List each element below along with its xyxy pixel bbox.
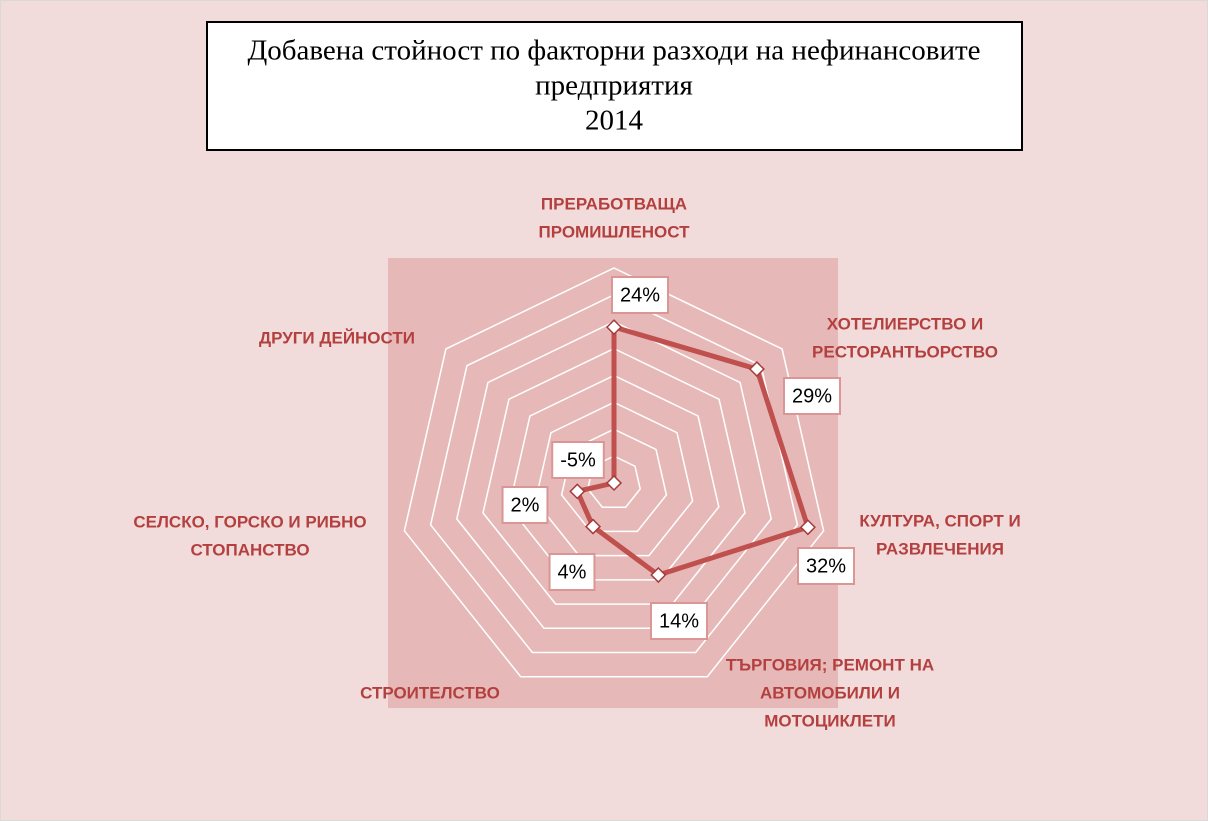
grid-ring <box>455 320 773 630</box>
data-marker <box>569 483 586 500</box>
category-label: МОТОЦИКЛЕТИ <box>764 711 895 730</box>
chart-subtitle: 2014 <box>585 105 644 137</box>
grid-ring <box>429 294 799 654</box>
grid-ring <box>508 374 720 581</box>
category-label: СТОПАНСТВО <box>190 540 309 559</box>
data-label-box <box>649 602 709 640</box>
data-label-box <box>796 547 856 585</box>
category-label: СТРОИТЕЛСТВО <box>360 683 500 702</box>
category-label: АВТОМОБИЛИ И <box>760 683 900 702</box>
grid-ring <box>534 401 694 557</box>
data-marker <box>748 360 765 378</box>
data-label: -5% <box>560 449 596 471</box>
category-label: ПРОМИШЛЕНОСТ <box>538 222 690 241</box>
data-label-box <box>551 441 605 479</box>
category-label: СЕЛСКО, ГОРСКО И РИБНО <box>133 512 366 531</box>
data-label: 24% <box>620 284 660 306</box>
category-label: ДРУГИ ДЕЙНОСТИ <box>259 328 415 347</box>
title-box <box>206 21 1023 151</box>
category-label: ТЪРГОВИЯ; РЕМОНТ НА <box>726 655 934 674</box>
data-label: 29% <box>792 385 832 407</box>
category-label: РАЗВЛЕЧЕНИЯ <box>876 539 1004 558</box>
data-label: 14% <box>659 610 699 632</box>
chart-title: предприятия <box>535 70 693 102</box>
data-label-box <box>548 553 596 591</box>
category-label: ХОТЕЛИЕРСТВО И <box>827 314 984 333</box>
data-label: 4% <box>558 561 587 583</box>
data-marker <box>650 566 667 584</box>
data-marker <box>584 518 602 535</box>
category-label: РЕСТОРАНТЬОРСТВО <box>812 342 998 361</box>
data-label-box <box>501 486 549 524</box>
chart-title: Добавена стойност по факторни разходи на… <box>247 35 980 67</box>
data-label: 32% <box>806 555 846 577</box>
data-marker <box>605 474 623 492</box>
data-label: 2% <box>511 494 540 516</box>
category-label: КУЛТУРА, СПОРТ И <box>859 511 1020 530</box>
data-label-box <box>610 276 670 314</box>
grid-ring <box>482 347 746 605</box>
data-marker <box>605 319 623 336</box>
category-label: ПРЕРАБОТВАЩА <box>541 194 687 213</box>
data-label-box <box>782 377 842 415</box>
data-marker <box>799 519 816 536</box>
